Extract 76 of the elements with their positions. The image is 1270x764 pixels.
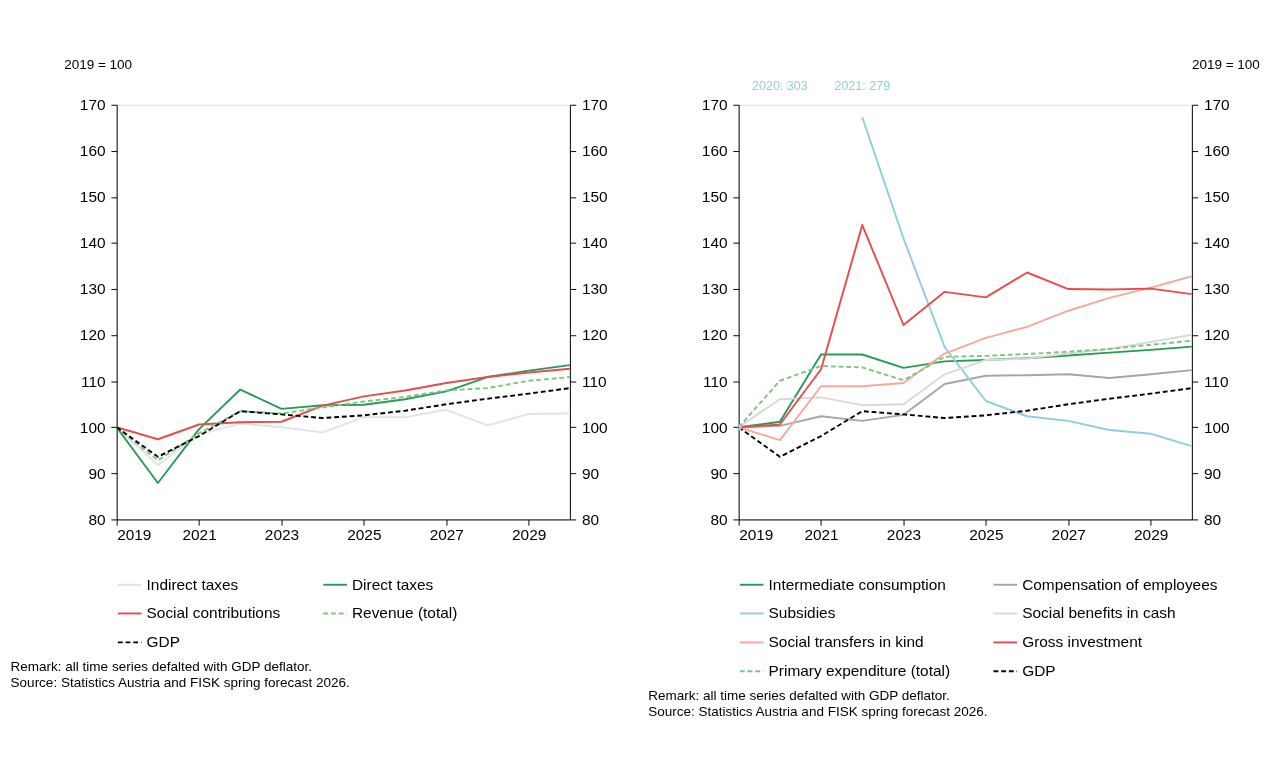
legend-label: Compensation of employees — [1022, 575, 1218, 593]
text: Remark: all time series defalted with GDP deflator. — [648, 687, 950, 703]
legend-label: Social transfers in kind — [768, 633, 924, 651]
y2-tick-label: 160 — [581, 142, 608, 160]
legend-label: GDP — [1022, 662, 1056, 680]
x-tick-label: 2027 — [1051, 526, 1086, 544]
y-tick-label: 110 — [703, 372, 728, 390]
y-tick-label: 130 — [79, 280, 106, 298]
y2-tick-label: 80 — [1203, 510, 1222, 528]
line-series — [116, 367, 570, 441]
y-tick-label: 160 — [79, 142, 106, 160]
x-tick-label: 2021 — [182, 526, 217, 544]
y2-tick-label: 120 — [581, 326, 608, 344]
legend-label: Primary expenditure (total) — [768, 662, 951, 680]
source-note: Source: Statistics Austria and FISK spring forecast 2026. — [10, 675, 350, 691]
y2-tick-label: 130 — [581, 280, 608, 298]
y-tick-label: 130 — [701, 280, 728, 298]
legend-label: Social benefits in cash — [1022, 604, 1176, 622]
y2-tick-label: 170 — [581, 96, 608, 114]
y-tick-label: 120 — [79, 326, 106, 344]
y-tick-label: 80 — [710, 510, 728, 528]
y2-tick-label: 130 — [1203, 280, 1230, 298]
line-series — [116, 376, 570, 462]
y-tick-label: 90 — [88, 464, 106, 482]
legend-label: Gross investment — [1022, 633, 1143, 651]
y2-tick-label: 150 — [1203, 188, 1230, 206]
y2-tick-label: 140 — [1203, 234, 1230, 252]
y-tick-label: 150 — [701, 188, 728, 206]
y-axis-title: 2019 = 100 — [64, 56, 133, 72]
x-tick-label: 2029 — [512, 526, 547, 544]
line-series — [116, 364, 570, 485]
y-tick-label: 170 — [701, 96, 728, 114]
y2-tick-label: 100 — [581, 418, 608, 436]
text: 2020: 303 — [752, 79, 808, 94]
x-tick-label: 2025 — [969, 526, 1004, 544]
y-tick-label: 140 — [701, 234, 728, 252]
y2-tick-label: 90 — [581, 464, 600, 482]
x-tick-label: 2019 — [117, 526, 152, 544]
y-tick-label: 150 — [79, 188, 106, 206]
legend-label: Revenue (total) — [351, 604, 458, 622]
text: Remark: all time series defalted with GDP deflator. — [10, 658, 312, 674]
x-tick-label: 2023 — [886, 526, 922, 544]
y-tick-label: 120 — [701, 326, 728, 344]
legend-label: Indirect taxes — [146, 575, 239, 593]
y-tick-label: 80 — [88, 510, 106, 528]
legend-label: GDP — [146, 633, 180, 651]
y2-tick-label: 160 — [1203, 142, 1230, 160]
y-tick-label: 170 — [79, 96, 106, 114]
legend-label: Subsidies — [768, 604, 836, 622]
y2-tick-label: 110 — [1203, 372, 1229, 390]
x-tick-label: 2023 — [264, 526, 300, 544]
y-tick-label: 90 — [710, 464, 728, 482]
y2-tick-label: 90 — [1203, 464, 1222, 482]
y2-tick-label: 150 — [581, 188, 608, 206]
x-tick-label: 2019 — [739, 526, 774, 544]
y2-tick-label: 100 — [1203, 418, 1230, 436]
legend-label: Direct taxes — [351, 575, 434, 593]
y2-tick-label: 80 — [581, 510, 600, 528]
x-tick-label: 2027 — [429, 526, 464, 544]
y-tick-label: 100 — [79, 418, 106, 436]
y2-tick-label: 170 — [1203, 96, 1230, 114]
y2-tick-label: 120 — [1203, 326, 1230, 344]
legend-label: Social contributions — [146, 604, 281, 622]
x-tick-label: 2025 — [347, 526, 382, 544]
y-tick-label: 110 — [81, 372, 106, 390]
legend-label: Intermediate consumption — [768, 575, 946, 593]
y2-tick-label: 110 — [581, 372, 607, 390]
y-tick-label: 140 — [79, 234, 106, 252]
y2-axis-title: 2019 = 100 — [1191, 56, 1260, 72]
source-note: Source: Statistics Austria and FISK spring forecast 2026. — [648, 704, 988, 720]
y2-tick-label: 140 — [581, 234, 608, 252]
x-tick-label: 2021 — [804, 526, 839, 544]
x-tick-label: 2029 — [1134, 526, 1169, 544]
y-tick-label: 100 — [701, 418, 728, 436]
text: 2021: 279 — [834, 79, 891, 94]
y-tick-label: 160 — [701, 142, 728, 160]
